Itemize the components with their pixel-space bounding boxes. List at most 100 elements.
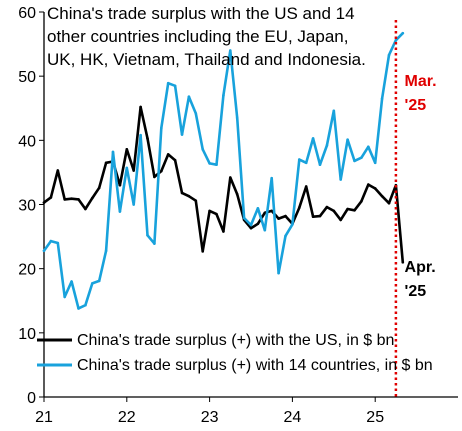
data-point — [132, 203, 135, 206]
data-point — [63, 295, 66, 299]
data-point — [166, 81, 170, 85]
data-point — [325, 144, 329, 147]
data-point — [215, 163, 218, 167]
data-point — [125, 166, 129, 170]
data-point — [367, 183, 370, 186]
data-point — [263, 211, 267, 215]
y-tick-label: 60 — [18, 5, 36, 22]
series-line — [42, 31, 405, 310]
data-point — [325, 205, 329, 209]
annotations: Mar. '25 Apr. '25 — [405, 73, 437, 300]
data-point — [118, 183, 122, 187]
legend-label: China's trade surplus (+) with the US, i… — [77, 332, 394, 349]
data-point — [401, 31, 405, 35]
data-point — [242, 216, 246, 220]
data-point — [90, 282, 94, 285]
y-tick-label: 10 — [18, 326, 36, 343]
data-point — [118, 210, 122, 213]
data-point — [173, 158, 177, 162]
data-point — [297, 158, 301, 161]
data-point — [373, 187, 377, 190]
data-point — [304, 185, 308, 188]
data-point — [139, 133, 142, 137]
y-tick-label: 20 — [18, 262, 36, 279]
data-point — [256, 207, 260, 210]
data-point — [339, 218, 342, 222]
data-point — [387, 53, 391, 57]
data-point — [153, 175, 156, 179]
data-point — [84, 303, 87, 307]
series-2 — [42, 31, 405, 310]
data-point — [215, 212, 218, 216]
data-point — [277, 271, 280, 275]
data-point — [111, 150, 115, 154]
data-point — [56, 241, 60, 245]
legend: China's trade surplus (+) with the US, i… — [37, 332, 433, 374]
x-tick-label: 24 — [284, 409, 302, 426]
data-point — [49, 196, 53, 199]
y-tick-label: 30 — [18, 198, 36, 215]
series-1 — [42, 105, 405, 264]
x-tick-label: 25 — [366, 409, 384, 426]
data-point — [270, 209, 274, 213]
data-point — [394, 38, 398, 42]
data-point — [70, 197, 73, 201]
data-point — [235, 116, 239, 120]
data-point — [360, 156, 363, 159]
y-tick-label: 0 — [27, 390, 36, 407]
data-point — [153, 242, 156, 245]
data-point — [42, 201, 46, 204]
data-point — [401, 260, 405, 264]
data-point — [173, 84, 177, 88]
annotation-text: Apr. — [405, 259, 436, 276]
data-point — [63, 198, 66, 201]
data-point — [132, 169, 135, 172]
data-point — [318, 214, 322, 218]
data-point — [297, 206, 301, 210]
data-point — [249, 223, 253, 227]
data-point — [160, 126, 163, 130]
data-point — [194, 112, 198, 115]
data-point — [49, 239, 53, 243]
data-point — [270, 176, 274, 180]
data-point — [263, 228, 267, 232]
annotation-text: '25 — [405, 283, 427, 300]
data-point — [235, 192, 239, 196]
data-point — [104, 161, 108, 165]
chart-title: China's trade surplus with the US and 14… — [47, 4, 366, 69]
data-point — [139, 105, 142, 109]
data-point — [160, 169, 163, 173]
data-point — [97, 279, 101, 283]
data-point — [125, 148, 129, 151]
data-point — [311, 137, 315, 140]
data-point — [208, 209, 211, 213]
data-point — [208, 162, 211, 165]
data-point — [97, 186, 101, 190]
data-point — [249, 226, 253, 230]
title-line: China's trade surplus with the US and 14 — [47, 4, 355, 23]
data-point — [56, 169, 60, 172]
data-point — [104, 249, 108, 252]
y-tick-label: 40 — [18, 133, 36, 150]
data-point — [332, 209, 336, 213]
data-point — [77, 307, 80, 310]
title-line: other countries including the EU, Japan, — [47, 27, 348, 46]
data-point — [353, 159, 356, 163]
data-point — [311, 215, 315, 218]
x-tick-label: 22 — [118, 409, 136, 426]
data-point — [373, 161, 377, 165]
data-point — [284, 214, 287, 218]
data-point — [367, 145, 370, 149]
data-point — [180, 191, 184, 195]
data-point — [304, 161, 308, 165]
data-point — [229, 49, 232, 52]
data-point — [180, 133, 184, 136]
data-point — [332, 109, 336, 113]
data-point — [256, 222, 260, 226]
data-point — [346, 138, 349, 141]
annotation-text: Mar. — [405, 73, 437, 90]
data-point — [222, 94, 225, 97]
data-point — [201, 250, 205, 253]
data-point — [353, 208, 356, 212]
